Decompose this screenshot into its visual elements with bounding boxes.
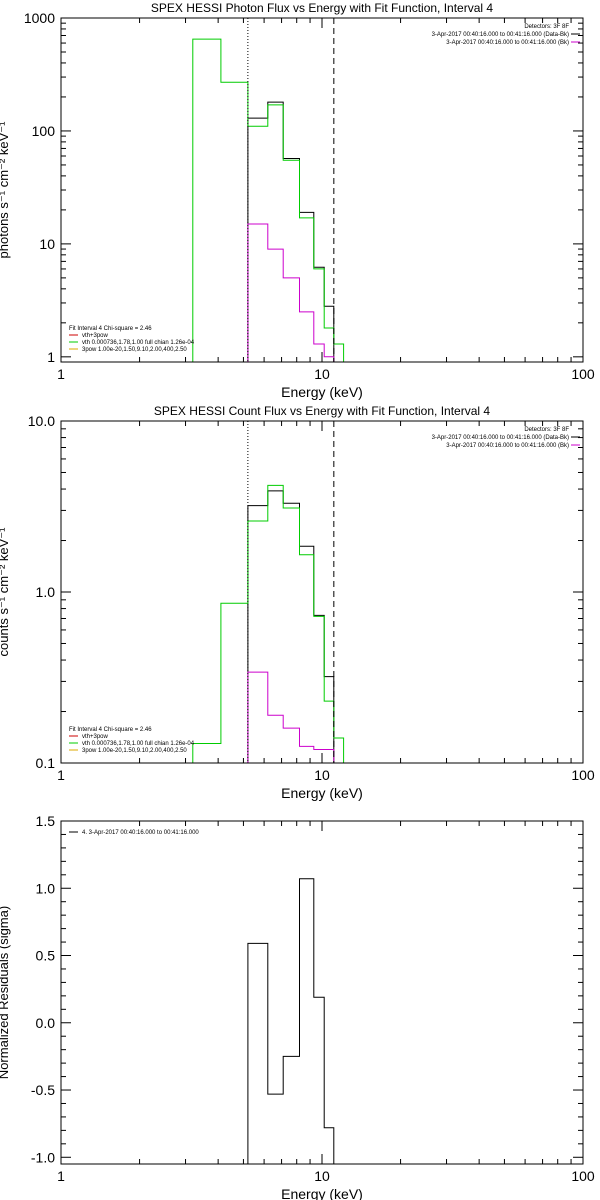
legend-entry-label: vth+3pow — [82, 333, 109, 339]
y-tick-label: 1.0 — [36, 584, 56, 600]
info-line: 3-Apr-2017 00:40:16.000 to 00:41:16.000 … — [432, 32, 569, 38]
x-tick-label: 1 — [57, 1168, 65, 1184]
plot-frame — [60, 820, 584, 1165]
series-line-3 — [192, 484, 345, 763]
info-line: 3-Apr-2017 00:40:16.000 to 00:41:16.000 … — [446, 443, 569, 449]
legend-entry-label: 3pow 1.00e-20,1.50,9.10,2.00,400,2.50 — [82, 347, 187, 353]
legend-header: Fit Interval 4 Chi-square = 2.46 — [69, 727, 152, 733]
y-tick-label: 1.5 — [36, 813, 56, 829]
legend-entry-label: vth 0.000736,1.78,1.00 full chian 1.26e-… — [82, 340, 195, 346]
y-tick-label: 0.0 — [36, 1015, 56, 1031]
chart-title: SPEX HESSI Count Flux vs Energy with Fit… — [154, 404, 490, 418]
series-line-1 — [247, 101, 335, 362]
chart-panel-1: SPEX HESSI Photon Flux vs Energy with Fi… — [0, 1, 595, 400]
x-tick-label: 100 — [571, 767, 595, 783]
plot-frame — [60, 17, 584, 363]
x-tick-label: 100 — [571, 366, 595, 382]
chart-panel-2: SPEX HESSI Count Flux vs Energy with Fit… — [0, 404, 595, 801]
y-tick-label: -1.0 — [31, 1149, 55, 1165]
series-group — [247, 878, 335, 1164]
y-tick-label: 0.5 — [36, 948, 56, 964]
chart-title: SPEX HESSI Photon Flux vs Energy with Fi… — [151, 1, 493, 15]
legend: 4. 3-Apr-2017 00:40:16.000 to 00:41:16.0… — [69, 830, 199, 836]
y-axis-label: photons s⁻¹ cm⁻² keV⁻¹ — [0, 121, 11, 259]
series-line-3 — [192, 38, 345, 362]
info-line: Detectors: 3F 8F — [524, 24, 569, 30]
x-axis-label: Energy (keV) — [281, 1186, 363, 1200]
legend-entry-label: 4. 3-Apr-2017 00:40:16.000 to 00:41:16.0… — [82, 830, 199, 836]
series-line-1 — [247, 878, 335, 1164]
x-tick-label: 10 — [314, 767, 330, 783]
x-tick-label: 10 — [314, 1168, 330, 1184]
plot-frame — [60, 420, 584, 764]
y-axis-label: Normalized Residuals (sigma) — [0, 906, 11, 1079]
series-line-2 — [247, 223, 335, 362]
x-tick-label: 100 — [571, 1168, 595, 1184]
series-group — [192, 484, 345, 763]
x-axis-label: Energy (keV) — [281, 384, 363, 400]
legend-entry-label: vth+3pow — [82, 734, 109, 740]
legend-entry-label: 3pow 1.00e-20,1.50,9.10,2.00,400,2.50 — [82, 748, 187, 754]
series-line-2 — [247, 671, 335, 763]
x-tick-label: 1 — [57, 366, 65, 382]
chart-panel-3: 1 10 100 -1.0 -0.5 0.0 0.5 1.0 1.5 Energy (keV) No… — [0, 813, 595, 1200]
info-line: Detectors: 3F 8F — [524, 427, 569, 433]
y-tick-label: 1.0 — [36, 880, 56, 896]
y-tick-label: 100 — [32, 123, 56, 139]
legend-header: Fit Interval 4 Chi-square = 2.46 — [69, 326, 152, 332]
x-tick-label: 10 — [314, 366, 330, 382]
y-tick-label: 0.1 — [36, 755, 56, 771]
y-tick-label: -0.5 — [31, 1082, 55, 1098]
series-group — [192, 38, 345, 362]
y-tick-label: 10 — [39, 236, 55, 252]
info-line: 3-Apr-2017 00:40:16.000 to 00:41:16.000 … — [446, 40, 569, 46]
legend: Fit Interval 4 Chi-square = 2.46vth+3pow… — [69, 326, 195, 353]
legend-entry-label: vth 0.000736,1.78,1.00 full chian 1.26e-… — [82, 741, 195, 747]
y-tick-label: 1000 — [24, 10, 55, 26]
x-axis-label: Energy (keV) — [281, 785, 363, 801]
legend: Fit Interval 4 Chi-square = 2.46vth+3pow… — [69, 727, 195, 754]
x-tick-label: 1 — [57, 767, 65, 783]
series-line-1 — [247, 490, 335, 763]
y-axis-label: counts s⁻¹ cm⁻² keV⁻¹ — [0, 527, 11, 657]
y-tick-label: 1 — [47, 349, 55, 365]
y-tick-label: 10.0 — [28, 413, 55, 429]
info-line: 3-Apr-2017 00:40:16.000 to 00:41:16.000 … — [432, 435, 569, 441]
